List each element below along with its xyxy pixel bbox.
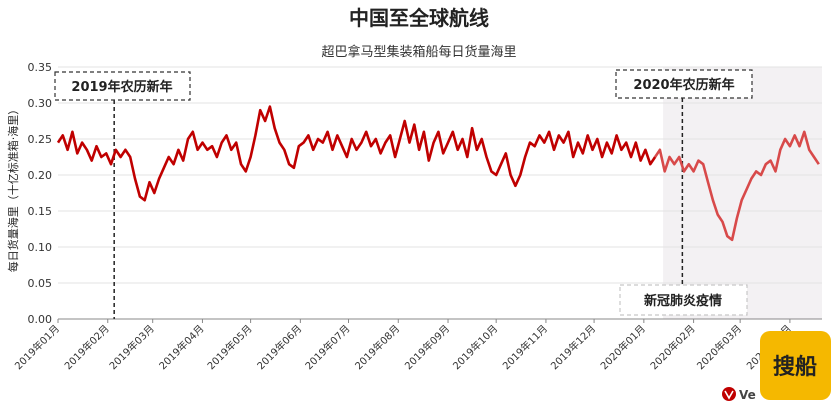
cny-2019-label: 2019年农历新年 [71,79,172,95]
x-tick-label: 2020年03月 [694,322,744,372]
x-tick-label: 2020年01月 [598,322,648,372]
y-tick-label: 0.20 [28,169,53,182]
brand-mark-text: Ve [739,388,756,402]
x-tick-label: 2020年02月 [647,322,697,372]
x-tick-label: 2019年03月 [106,322,156,372]
y-axis-label: 每日货量海里（十亿标准箱·海里） [6,104,20,273]
x-tick-label: 2019年06月 [254,322,304,372]
x-tick-label: 2019年09月 [402,322,452,372]
souchuan-logo: 搜船 [760,331,831,400]
cny-2019-label-box: 2019年农历新年 [54,71,191,101]
x-tick-label: 2019年05月 [204,322,254,372]
y-tick-label: 0.00 [28,313,53,326]
series-line-2 [654,130,820,242]
brand-mark: Ve [722,387,756,402]
x-tick-label: 2019年08月 [352,322,402,372]
x-tick-label: 2019年07月 [302,322,352,372]
chart-subtitle: 超巴拿马型集装箱船每日货量海里 [321,44,516,60]
y-tick-label: 0.05 [28,277,53,290]
x-tick-label: 2019年10月 [450,322,500,372]
x-tick-label: 2019年11月 [500,322,550,372]
chart-title: 中国至全球航线 [349,6,489,30]
y-tick-label: 0.25 [28,133,53,146]
x-tick-label: 2019年01月 [12,322,62,372]
logo-text: 搜船 [773,354,817,380]
x-tick-label: 2019年04月 [156,322,206,372]
cny-2020-label: 2020年农历新年 [633,77,734,93]
y-tick-label: 0.15 [28,205,53,218]
cny-2020-label-box: 2020年农历新年 [615,69,753,99]
y-tick-labels: 0.00 0.05 0.10 0.15 0.20 0.25 0.30 0.35 [28,61,53,326]
y-tick-label: 0.30 [28,97,53,110]
y-tick-label: 0.10 [28,241,53,254]
series-line-1 [56,105,657,202]
series-group [56,105,820,242]
x-tick-label: 2019年12月 [548,322,598,372]
x-tick-label: 2019年02月 [62,322,112,372]
covid-shaded-region [663,67,822,319]
covid-label-box: 新冠肺炎疫情 [619,284,748,316]
y-tick-label: 0.35 [28,61,53,74]
covid-label: 新冠肺炎疫情 [644,293,722,309]
